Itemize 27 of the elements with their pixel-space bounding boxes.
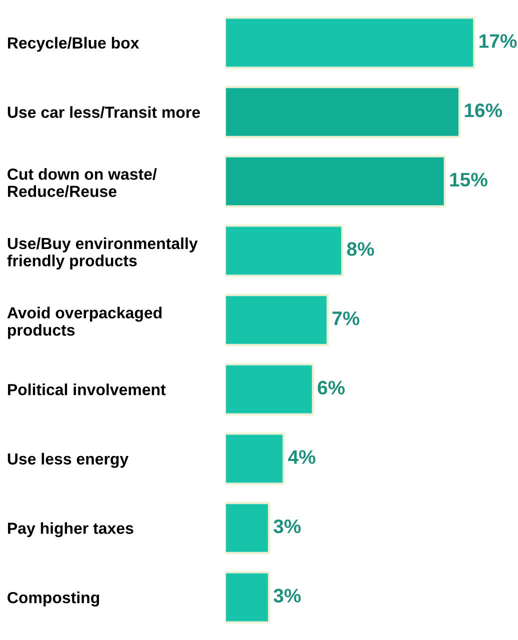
bar: [225, 571, 270, 624]
bar: [225, 16, 476, 69]
y-tick-label: Recycle/Blue box: [8, 36, 140, 52]
bar: [225, 432, 285, 485]
y-tick-label: Use/Buy environmentally friendly products: [7, 237, 198, 270]
data-label: 7%: [332, 312, 360, 326]
bar: [225, 86, 461, 138]
data-label: 8%: [347, 242, 374, 256]
data-label: 4%: [288, 450, 316, 464]
bar: [225, 155, 446, 208]
data-label: 16%: [464, 103, 502, 118]
bar: [225, 502, 270, 554]
data-label: 6%: [318, 380, 345, 395]
data-label: 3%: [274, 519, 301, 534]
data-label: 17%: [480, 34, 517, 48]
y-tick-label: Use car less/Transit more: [8, 106, 200, 118]
y-tick-label: Use less energy: [8, 452, 128, 468]
y-tick-label: Pay higher taxes: [8, 522, 134, 538]
bar: [225, 363, 314, 416]
y-tick-label: Cut down on waste/ Reduce/Reuse: [8, 168, 157, 198]
data-label: 15%: [450, 172, 488, 187]
data-label: 3%: [274, 588, 301, 603]
y-tick-label: Composting: [8, 592, 100, 607]
y-tick-label: Political involvement: [8, 384, 166, 396]
bar: [225, 294, 329, 346]
bar: [225, 224, 344, 277]
y-tick-label: Avoid overpackaged products: [7, 306, 162, 339]
